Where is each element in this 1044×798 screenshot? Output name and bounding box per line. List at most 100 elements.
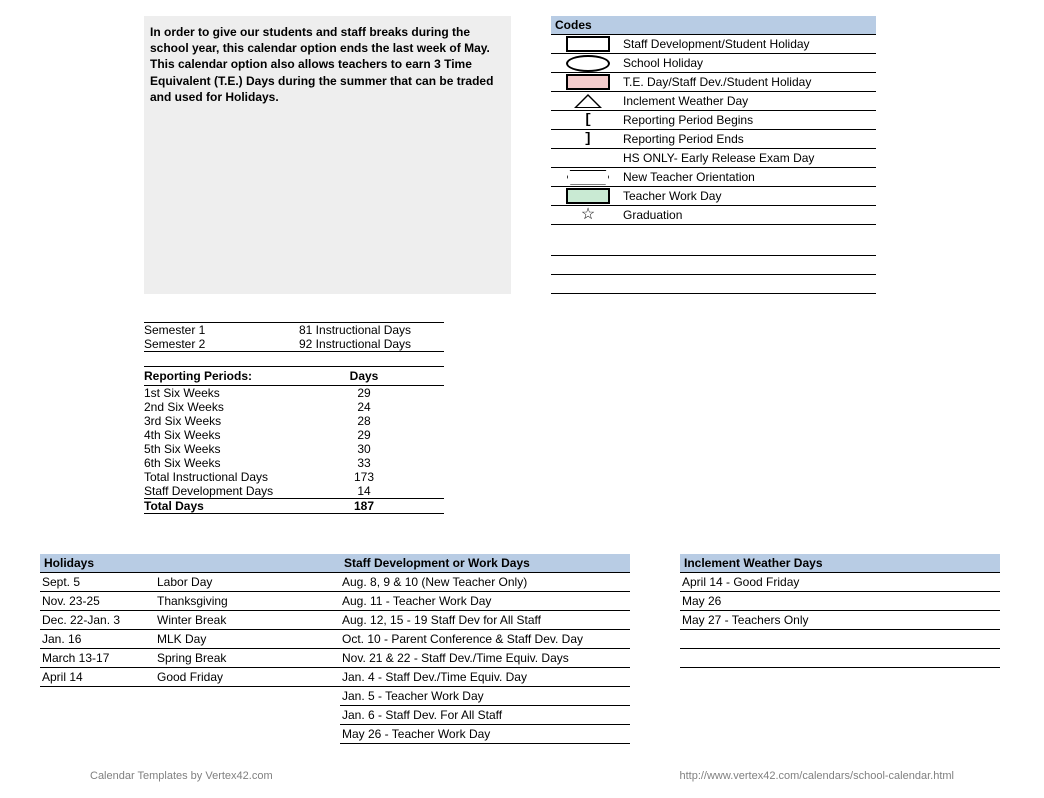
staffdev-row: Aug. 12, 15 - 19 Staff Dev for All Staff — [340, 611, 630, 630]
codes-header: Codes — [551, 16, 876, 35]
inclement-header: Inclement Weather Days — [680, 554, 1000, 573]
semester-days: 81 Instructional Days — [299, 323, 411, 337]
codes-panel: Codes Staff Development/Student Holiday … — [551, 16, 876, 294]
staffdev-row: Aug. 11 - Teacher Work Day — [340, 592, 630, 611]
blank-line — [551, 275, 876, 294]
reporting-total: Total Days 187 — [144, 498, 444, 513]
reporting-days: 24 — [329, 400, 399, 414]
holiday-row: Sept. 5 Labor Day — [40, 573, 340, 592]
code-row: School Holiday — [551, 54, 876, 73]
holiday-date: April 14 — [42, 670, 157, 684]
reporting-label: Staff Development Days — [144, 484, 329, 498]
code-row: New Teacher Orientation — [551, 168, 876, 187]
semester-name: Semester 1 — [144, 323, 299, 337]
oval-icon — [566, 55, 610, 72]
reporting-header: Reporting Periods: Days — [144, 366, 444, 386]
reporting-days: 29 — [329, 386, 399, 400]
reporting-label: 2nd Six Weeks — [144, 400, 329, 414]
reporting-label: 3rd Six Weeks — [144, 414, 329, 428]
holiday-row: Jan. 16 MLK Day — [40, 630, 340, 649]
reporting-row: Staff Development Days 14 — [144, 484, 444, 498]
staffdev-row: Aug. 8, 9 & 10 (New Teacher Only) — [340, 573, 630, 592]
reporting-label: Total Instructional Days — [144, 470, 329, 484]
reporting-row: 6th Six Weeks 33 — [144, 456, 444, 470]
reporting-header-label: Reporting Periods: — [144, 369, 329, 383]
staffdev-header: Staff Development or Work Days — [340, 554, 630, 573]
code-label: Reporting Period Begins — [623, 113, 874, 127]
code-label: HS ONLY- Early Release Exam Day — [623, 151, 874, 165]
code-row: T.E. Day/Staff Dev./Student Holiday — [551, 73, 876, 92]
green-rect-icon — [566, 188, 610, 204]
reporting-row: 5th Six Weeks 30 — [144, 442, 444, 456]
holiday-name: MLK Day — [157, 632, 338, 646]
code-row: Teacher Work Day — [551, 187, 876, 206]
footer: Calendar Templates by Vertex42.com http:… — [40, 770, 1004, 782]
reporting-days: 28 — [329, 414, 399, 428]
staffdev-column: Staff Development or Work Days Aug. 8, 9… — [340, 554, 630, 744]
code-label: Staff Development/Student Holiday — [623, 37, 874, 51]
blank-line — [680, 630, 1000, 649]
reporting-days: 30 — [329, 442, 399, 456]
holiday-row: Dec. 22-Jan. 3 Winter Break — [40, 611, 340, 630]
semester-name: Semester 2 — [144, 337, 299, 351]
holiday-date: March 13-17 — [42, 651, 157, 665]
semester-row: Semester 1 81 Instructional Days — [144, 323, 444, 337]
reporting-row: Total Instructional Days 173 — [144, 470, 444, 484]
reporting-label: 1st Six Weeks — [144, 386, 329, 400]
inclement-row: May 27 - Teachers Only — [680, 611, 1000, 630]
holiday-date: Sept. 5 — [42, 575, 157, 589]
reporting-row: 4th Six Weeks 29 — [144, 428, 444, 442]
staffdev-row: Jan. 4 - Staff Dev./Time Equiv. Day — [340, 668, 630, 687]
holidays-header: Holidays — [40, 554, 340, 573]
footer-left: Calendar Templates by Vertex42.com — [90, 770, 273, 782]
holiday-date: Nov. 23-25 — [42, 594, 157, 608]
blank-line — [680, 649, 1000, 668]
star-icon: ☆ — [581, 208, 595, 222]
inclement-column: Inclement Weather Days April 14 - Good F… — [680, 554, 1000, 744]
reporting-row: 2nd Six Weeks 24 — [144, 400, 444, 414]
bracket-open-icon: [ — [584, 112, 592, 128]
holiday-date: Jan. 16 — [42, 632, 157, 646]
code-label: Inclement Weather Day — [623, 94, 874, 108]
code-row: [ Reporting Period Begins — [551, 111, 876, 130]
rect-icon — [566, 36, 610, 52]
holidays-column: Holidays Sept. 5 Labor Day Nov. 23-25 Th… — [40, 554, 340, 744]
code-label: New Teacher Orientation — [623, 170, 874, 184]
reporting-days: 33 — [329, 456, 399, 470]
reporting-label: 6th Six Weeks — [144, 456, 329, 470]
inclement-row: May 26 — [680, 592, 1000, 611]
staffdev-row: May 26 - Teacher Work Day — [340, 725, 630, 744]
pink-rect-icon — [566, 74, 610, 90]
semester-days: 92 Instructional Days — [299, 337, 411, 351]
blank-line — [551, 237, 876, 256]
code-row: Inclement Weather Day — [551, 92, 876, 111]
footer-right: http://www.vertex42.com/calendars/school… — [679, 770, 954, 782]
code-label: School Holiday — [623, 56, 874, 70]
intro-text: In order to give our students and staff … — [144, 16, 511, 294]
reporting-days: 14 — [329, 484, 399, 498]
holiday-row: April 14 Good Friday — [40, 668, 340, 687]
reporting-total-value: 187 — [329, 499, 399, 513]
reporting-row: 3rd Six Weeks 28 — [144, 414, 444, 428]
blank-line — [551, 256, 876, 275]
holiday-row: Nov. 23-25 Thanksgiving — [40, 592, 340, 611]
reporting-row: 1st Six Weeks 29 — [144, 386, 444, 400]
holiday-row: March 13-17 Spring Break — [40, 649, 340, 668]
reporting-days: 29 — [329, 428, 399, 442]
code-row: Staff Development/Student Holiday — [551, 35, 876, 54]
holiday-name: Thanksgiving — [157, 594, 338, 608]
holiday-name: Good Friday — [157, 670, 338, 684]
staffdev-row: Jan. 6 - Staff Dev. For All Staff — [340, 706, 630, 725]
bracket-close-icon: ] — [584, 131, 592, 147]
inclement-row: April 14 - Good Friday — [680, 573, 1000, 592]
holiday-name: Spring Break — [157, 651, 338, 665]
reporting-total-label: Total Days — [144, 499, 329, 513]
semester-row: Semester 2 92 Instructional Days — [144, 337, 444, 351]
code-label: Teacher Work Day — [623, 189, 874, 203]
code-row: ☆ Graduation — [551, 206, 876, 225]
staffdev-row: Nov. 21 & 22 - Staff Dev./Time Equiv. Da… — [340, 649, 630, 668]
staffdev-row: Jan. 5 - Teacher Work Day — [340, 687, 630, 706]
triangle-icon — [574, 94, 602, 108]
code-label: T.E. Day/Staff Dev./Student Holiday — [623, 75, 874, 89]
holiday-date: Dec. 22-Jan. 3 — [42, 613, 157, 627]
